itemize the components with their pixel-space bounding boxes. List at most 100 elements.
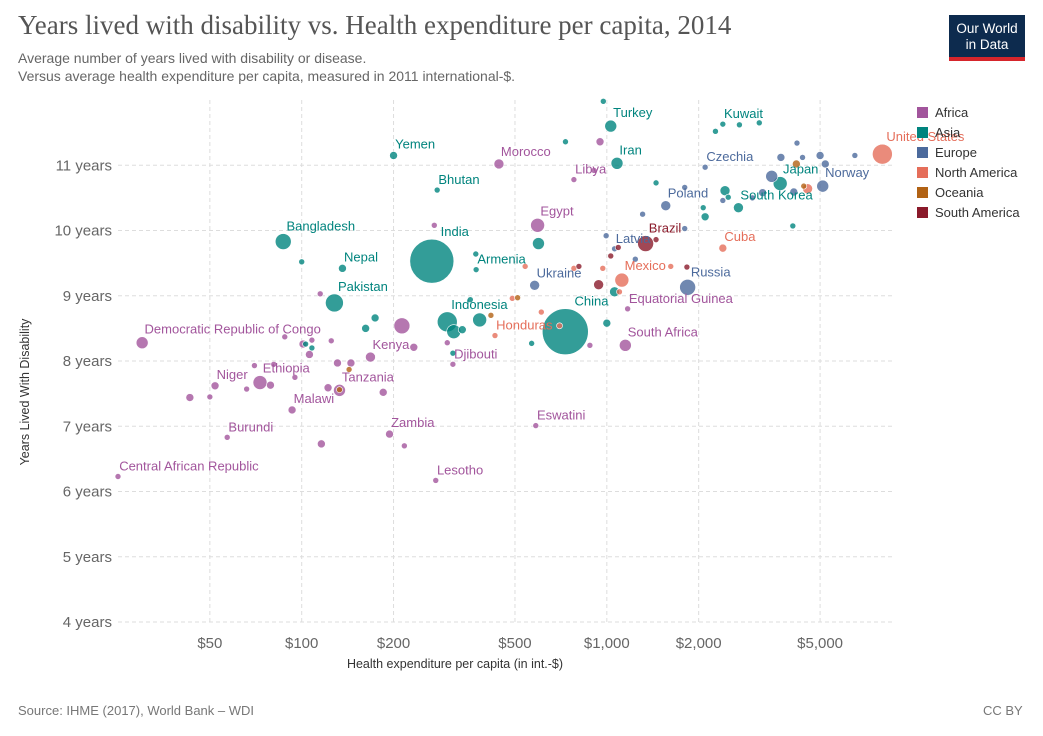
legend-item[interactable]: South America: [935, 205, 1020, 220]
data-point[interactable]: [815, 151, 825, 160]
data-point[interactable]: South Africa: [619, 339, 632, 352]
data-point[interactable]: [302, 340, 309, 348]
data-point[interactable]: Djibouti: [449, 360, 457, 368]
data-point[interactable]: [616, 288, 623, 296]
data-point[interactable]: Lesotho: [432, 477, 440, 484]
legend-item[interactable]: Asia: [935, 125, 961, 140]
data-point[interactable]: [467, 296, 474, 303]
data-point[interactable]: [776, 153, 786, 162]
data-point[interactable]: [528, 340, 535, 347]
data-point[interactable]: Malawi: [287, 405, 297, 415]
data-point[interactable]: [449, 349, 457, 357]
data-point[interactable]: [323, 383, 333, 393]
data-point[interactable]: [521, 263, 529, 270]
data-point[interactable]: [602, 318, 612, 328]
data-point[interactable]: [681, 225, 689, 232]
data-point[interactable]: [457, 325, 467, 334]
data-point[interactable]: Kuwait: [719, 120, 727, 128]
data-point[interactable]: [599, 265, 607, 272]
data-point[interactable]: [632, 255, 639, 263]
data-point[interactable]: [316, 290, 324, 298]
data-point[interactable]: [699, 204, 707, 211]
data-point[interactable]: [327, 337, 335, 345]
data-point[interactable]: [719, 197, 727, 204]
data-point[interactable]: [792, 159, 801, 169]
data-point[interactable]: [749, 194, 756, 202]
data-point[interactable]: Libya: [570, 176, 578, 183]
data-point[interactable]: [345, 366, 353, 373]
data-point[interactable]: [308, 336, 316, 344]
data-point[interactable]: [602, 232, 610, 240]
data-point[interactable]: [683, 263, 691, 271]
data-point[interactable]: Nepal: [338, 264, 347, 273]
data-point[interactable]: Bangladesh: [274, 233, 292, 250]
data-point[interactable]: Russia: [679, 278, 696, 296]
data-point[interactable]: Ethiopia: [252, 375, 268, 390]
data-point[interactable]: Ukraine: [529, 280, 540, 291]
data-point[interactable]: Burundi: [223, 434, 231, 441]
data-point[interactable]: Central African Republic: [114, 473, 122, 480]
data-point[interactable]: [607, 252, 615, 260]
data-point[interactable]: [614, 244, 622, 251]
data-point[interactable]: Kenya: [365, 351, 376, 363]
data-point[interactable]: Honduras: [491, 332, 499, 339]
data-point[interactable]: [251, 362, 258, 369]
data-point[interactable]: [800, 182, 808, 190]
data-point[interactable]: [755, 119, 763, 127]
data-point[interactable]: [799, 154, 806, 161]
data-point[interactable]: [487, 312, 495, 319]
legend-item[interactable]: Europe: [935, 145, 977, 160]
data-point[interactable]: [793, 139, 801, 147]
data-point[interactable]: [538, 308, 545, 316]
data-point[interactable]: Egypt: [530, 217, 545, 233]
data-point[interactable]: [700, 212, 710, 222]
data-point[interactable]: [298, 258, 306, 266]
data-point[interactable]: [724, 193, 732, 201]
data-point[interactable]: [378, 388, 388, 397]
data-point[interactable]: Iran: [610, 156, 624, 170]
data-point[interactable]: [562, 138, 569, 146]
data-point[interactable]: [206, 393, 214, 401]
data-point[interactable]: [639, 210, 646, 218]
data-point[interactable]: [575, 263, 583, 270]
data-point[interactable]: [595, 137, 605, 147]
data-point[interactable]: Brazil: [637, 235, 654, 252]
legend-item[interactable]: Africa: [935, 105, 969, 120]
data-point[interactable]: [590, 167, 598, 174]
data-point[interactable]: [336, 386, 343, 394]
data-point[interactable]: Mexico: [614, 272, 630, 288]
data-point[interactable]: Yemen: [389, 151, 398, 160]
data-point[interactable]: [514, 294, 521, 302]
data-point[interactable]: Bhutan: [433, 186, 441, 194]
data-point[interactable]: [243, 385, 250, 393]
data-point[interactable]: [333, 358, 342, 368]
data-point[interactable]: [185, 393, 195, 402]
data-point[interactable]: Cuba: [718, 243, 728, 253]
data-point[interactable]: [430, 221, 438, 229]
data-point[interactable]: Czechia: [701, 163, 709, 171]
data-point[interactable]: [667, 263, 675, 270]
data-point[interactable]: [681, 184, 689, 191]
legend-item[interactable]: North America: [935, 165, 1018, 180]
data-point[interactable]: [758, 188, 767, 197]
data-point[interactable]: [789, 222, 797, 230]
data-point[interactable]: [281, 333, 289, 341]
data-point[interactable]: [532, 237, 545, 250]
data-point[interactable]: [270, 360, 278, 368]
data-point[interactable]: [765, 170, 778, 183]
data-point[interactable]: [317, 439, 326, 449]
data-point[interactable]: Poland: [660, 200, 672, 212]
data-point[interactable]: [409, 342, 419, 352]
data-point[interactable]: [472, 250, 480, 258]
data-point[interactable]: [652, 236, 660, 243]
data-point[interactable]: [266, 380, 275, 390]
legend-item[interactable]: Oceania: [935, 185, 984, 200]
data-point[interactable]: [370, 313, 380, 323]
data-point[interactable]: [652, 179, 660, 187]
data-point[interactable]: Democratic Republic of Congo: [135, 336, 149, 350]
data-point[interactable]: China: [541, 308, 589, 355]
data-point[interactable]: [719, 185, 731, 196]
data-point[interactable]: [305, 350, 314, 359]
data-point[interactable]: [308, 344, 316, 352]
data-point[interactable]: Armenia: [472, 266, 480, 273]
